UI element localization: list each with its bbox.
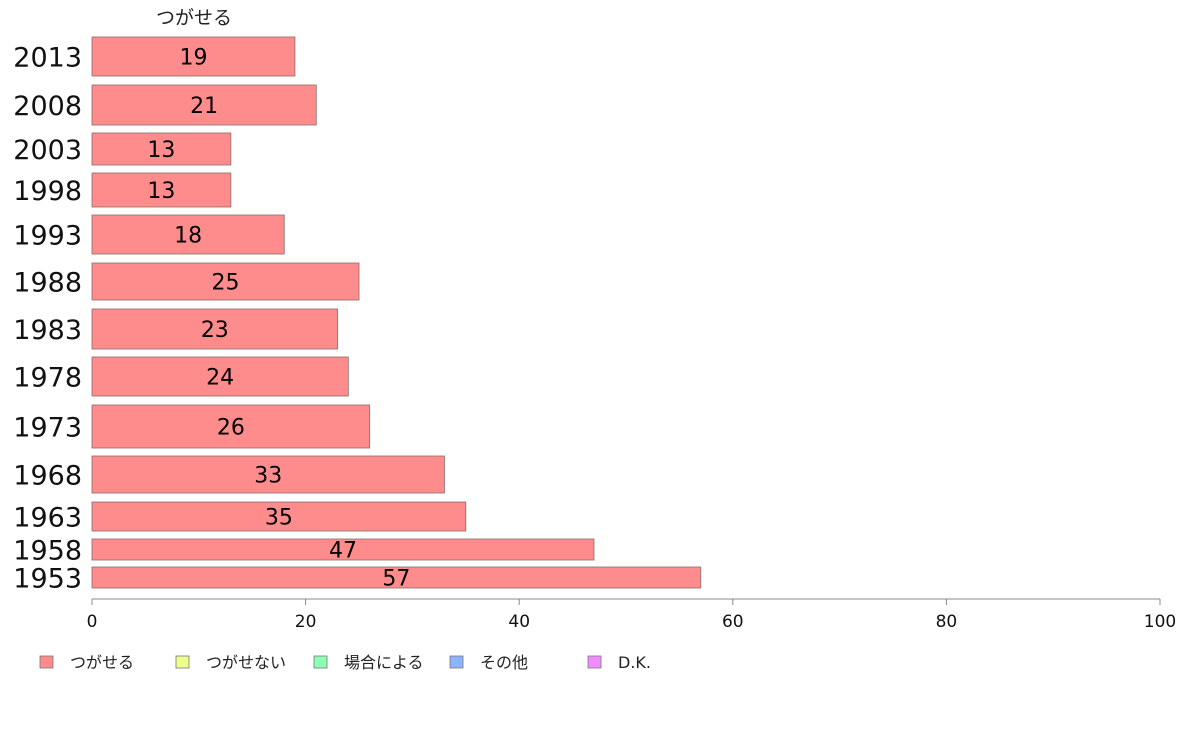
y-label-1978: 1978 <box>13 363 82 394</box>
data-label-2003: 13 <box>147 138 175 163</box>
data-label-1988: 25 <box>212 271 240 296</box>
y-label-2013: 2013 <box>13 43 82 74</box>
bar-2013 <box>91 36 296 77</box>
y-label-1968: 1968 <box>13 461 82 492</box>
y-label-1998: 1998 <box>13 176 82 207</box>
data-label-1998: 13 <box>147 179 175 204</box>
x-tick-label-60: 60 <box>722 612 744 632</box>
y-label-1993: 1993 <box>13 221 82 252</box>
x-tick-label-20: 20 <box>295 612 317 632</box>
legend-label-1: つがせない <box>206 653 286 672</box>
legend: つがせる つがせない 場合による その他 D.K. <box>39 653 651 672</box>
legend-swatch-1 <box>175 655 190 669</box>
bar-2008 <box>91 84 317 126</box>
bar-1958 <box>91 538 595 561</box>
y-label-1953: 1953 <box>13 564 82 595</box>
data-label-1978: 24 <box>206 366 234 391</box>
legend-swatch-0 <box>39 655 54 669</box>
y-label-1963: 1963 <box>13 503 82 534</box>
data-label-1983: 23 <box>201 318 229 343</box>
legend-swatch-4 <box>587 655 602 669</box>
bar-1963 <box>91 501 467 532</box>
x-tick-label-0: 0 <box>87 612 98 632</box>
bar-1983 <box>91 308 339 350</box>
data-label-1963: 35 <box>265 506 293 531</box>
legend-swatch-3 <box>449 655 464 669</box>
data-label-1968: 33 <box>254 464 282 489</box>
legend-label-3: その他 <box>480 653 528 672</box>
x-tick-label-100: 100 <box>1144 612 1176 632</box>
x-axis: 0 20 40 60 80 100 <box>87 598 1176 632</box>
legend-label-4: D.K. <box>618 653 651 672</box>
y-label-1988: 1988 <box>13 268 82 299</box>
y-label-1973: 1973 <box>13 413 82 444</box>
bar-1973 <box>91 404 371 449</box>
bars-group: 19 21 13 13 18 25 23 24 26 33 35 47 57 <box>91 36 702 592</box>
legend-swatch-2 <box>313 655 328 669</box>
bar-2003 <box>91 132 232 166</box>
y-label-1958: 1958 <box>13 536 82 567</box>
y-label-1983: 1983 <box>13 315 82 346</box>
y-label-2003: 2003 <box>13 135 82 166</box>
series-title: つがせる <box>156 7 232 29</box>
data-label-1993: 18 <box>174 224 202 249</box>
bar-1998 <box>91 172 232 208</box>
data-label-2008: 21 <box>190 94 218 119</box>
bar-1968 <box>91 455 445 494</box>
x-tick-label-40: 40 <box>508 612 530 632</box>
legend-label-2: 場合による <box>344 653 424 672</box>
bar-1978 <box>91 356 349 397</box>
data-label-1973: 26 <box>217 416 245 441</box>
y-label-2008: 2008 <box>13 91 82 122</box>
data-label-2013: 19 <box>179 46 207 71</box>
bar-1953 <box>91 566 702 589</box>
x-tick-label-80: 80 <box>936 612 958 632</box>
bar-1988 <box>91 262 360 301</box>
data-label-1953: 57 <box>382 567 410 592</box>
data-label-1958: 47 <box>329 539 357 564</box>
y-axis-labels: 2013 2008 2003 1998 1993 1988 1983 1978 1973 1968… <box>13 43 82 595</box>
bar-1993 <box>91 214 285 255</box>
legend-label-0: つがせる <box>70 653 134 672</box>
